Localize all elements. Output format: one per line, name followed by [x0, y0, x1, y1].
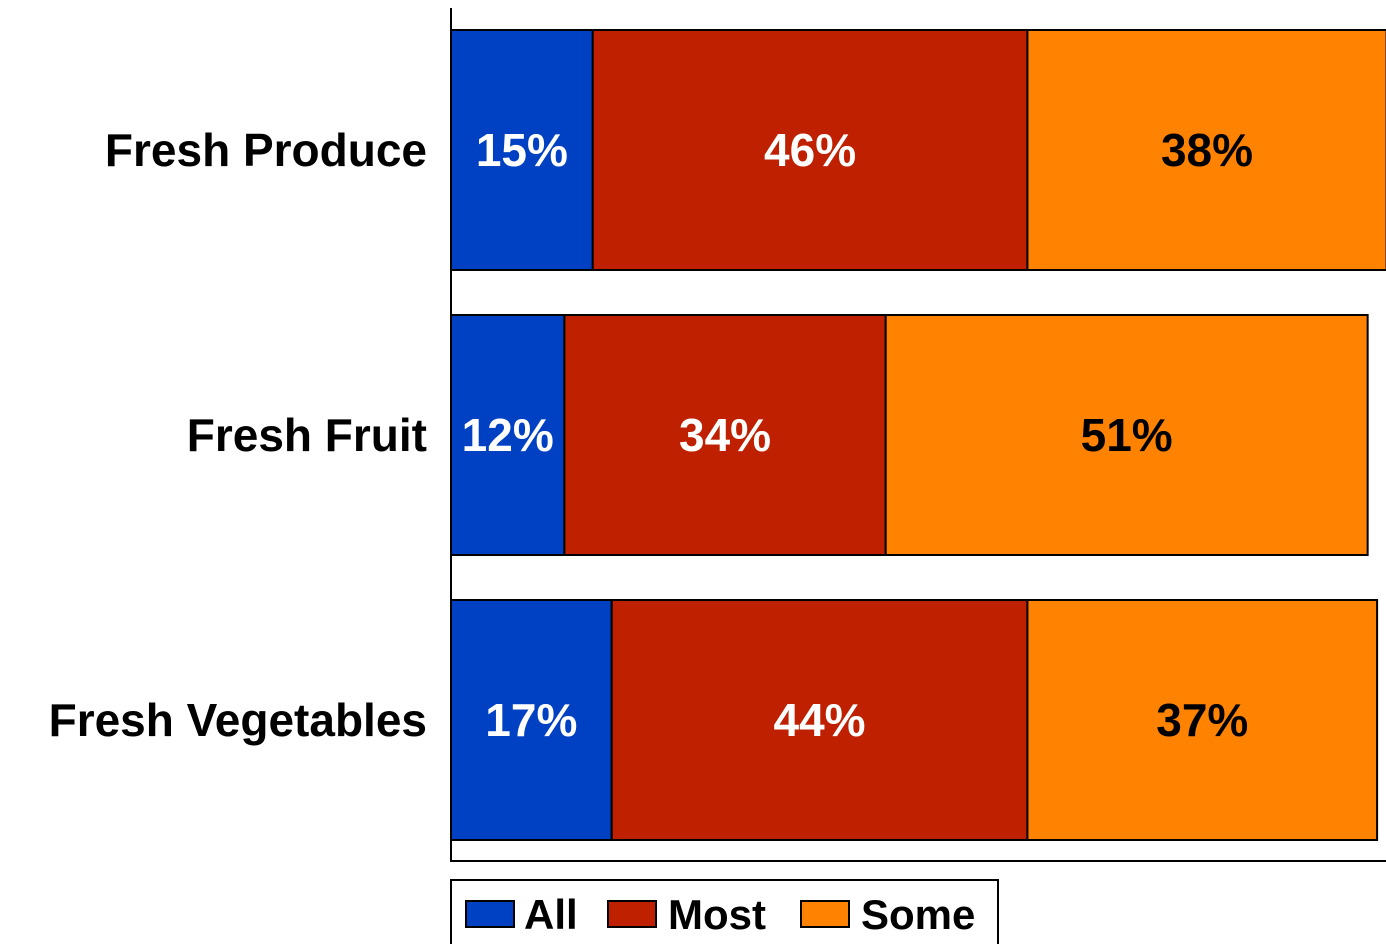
legend-label-most: Most — [668, 891, 766, 938]
category-label-fresh-fruit: Fresh Fruit — [187, 409, 427, 461]
legend-swatch-some — [800, 900, 850, 928]
bar-fresh-fruit-all — [450, 314, 566, 556]
data-label-fresh-fruit-most: 34% — [679, 409, 771, 461]
legend-box — [450, 879, 999, 944]
legend-swatch-all — [465, 900, 515, 928]
plot-area: 15% 46% 38% 12% 34% 51% 17% 44% 37% — [450, 8, 1386, 862]
data-label-fresh-vegetables-most: 44% — [774, 694, 866, 746]
category-label-fresh-produce: Fresh Produce — [105, 124, 427, 176]
data-label-fresh-fruit-some: 51% — [1081, 409, 1173, 461]
data-label-fresh-fruit-all: 12% — [462, 409, 554, 461]
category-label-fresh-vegetables: Fresh Vegetables — [49, 694, 427, 746]
bar-fresh-fruit-some — [884, 314, 1369, 556]
legend: All Most Some — [450, 879, 999, 944]
data-label-fresh-produce-all: 15% — [476, 124, 568, 176]
bar-fresh-produce-most — [591, 29, 1029, 271]
bar-fresh-vegetables-most — [610, 599, 1029, 841]
bar-fresh-fruit-most — [563, 314, 887, 556]
bar-fresh-vegetables-some — [1026, 599, 1379, 841]
data-label-fresh-vegetables-some: 37% — [1156, 694, 1248, 746]
data-label-fresh-produce-most: 46% — [764, 124, 856, 176]
bar-fresh-produce-all — [450, 29, 594, 271]
data-label-fresh-vegetables-all: 17% — [485, 694, 577, 746]
category-labels: Fresh Produce Fresh Fruit Fresh Vegetables — [49, 124, 427, 746]
legend-label-some: Some — [861, 891, 975, 938]
legend-swatch-most — [607, 900, 657, 928]
legend-label-all: All — [524, 891, 578, 938]
data-label-fresh-produce-some: 38% — [1161, 124, 1253, 176]
bar-fresh-produce-some — [1026, 29, 1386, 271]
